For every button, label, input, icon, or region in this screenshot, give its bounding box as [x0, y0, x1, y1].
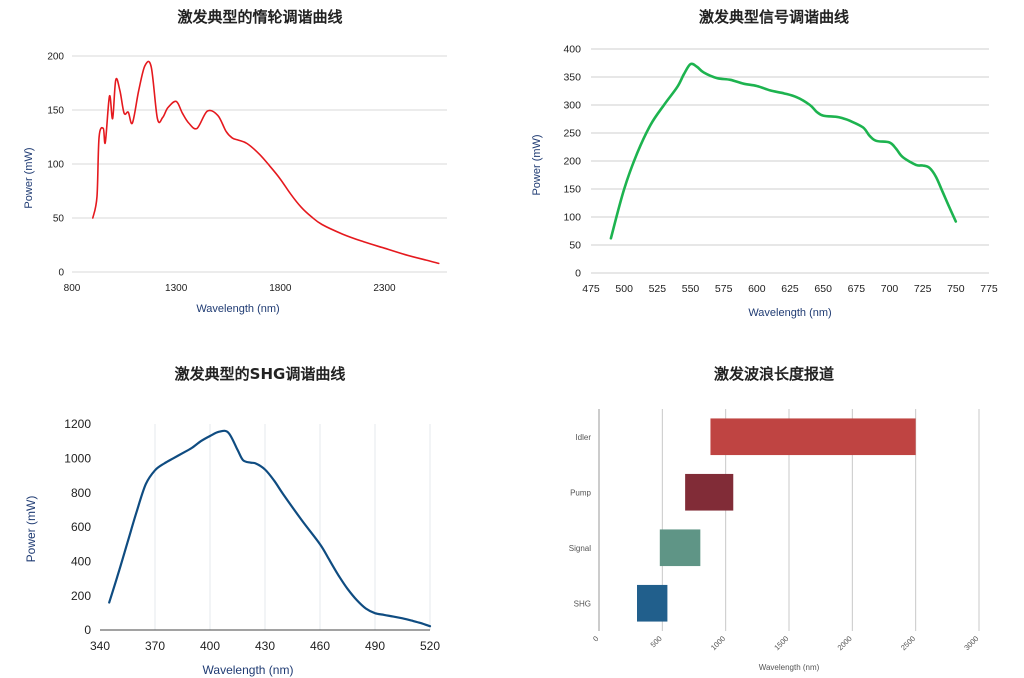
y-tick-label: 200 — [563, 156, 581, 168]
x-axis-label: Wavelength (nm) — [203, 663, 294, 677]
x-tick-label: 650 — [814, 283, 832, 295]
x-tick-label: 700 — [881, 283, 899, 295]
category-label: Idler — [575, 433, 591, 442]
x-axis-label: Wavelength (nm) — [196, 303, 279, 315]
x-tick-label: 475 — [582, 283, 600, 295]
x-tick-label: 1300 — [165, 283, 188, 294]
series-line — [108, 429, 432, 628]
category-label: SHG — [574, 599, 591, 608]
y-axis-label: Power (mW) — [531, 134, 543, 195]
signal-plot-area: 0 50 100 150 200 250 300 350 400 475 500 525 550 575 6… — [563, 44, 997, 295]
x-tick-label: 2300 — [373, 283, 396, 294]
y-tick-label: 50 — [53, 214, 65, 225]
x-tick-label: 675 — [848, 283, 866, 295]
x-tick-label: 800 — [64, 283, 81, 294]
x-tick-label: 430 — [255, 639, 275, 653]
idler-plot-area: 0 50 100 150 200 800 1300 1800 2300 — [47, 52, 447, 294]
y-tick-label: 1000 — [64, 452, 91, 466]
x-tick-label: 750 — [947, 283, 965, 295]
x-tick-label: 0 — [591, 634, 600, 643]
y-tick-label: 250 — [563, 128, 581, 140]
shg-chart-svg: 激发典型的SHG调谐曲线 0 200 400 600 800 1000 1200 340 370… — [24, 365, 440, 677]
y-tick-label: 200 — [47, 52, 64, 63]
y-tick-label: 200 — [71, 589, 91, 603]
x-tick-label: 340 — [90, 639, 110, 653]
y-tick-label: 150 — [47, 106, 64, 117]
x-tick-label: 1800 — [269, 283, 292, 294]
y-tick-label: 350 — [563, 72, 581, 84]
x-tick-label: 3000 — [962, 634, 980, 652]
y-tick-label: 300 — [563, 100, 581, 112]
y-tick-label: 1200 — [64, 417, 91, 431]
x-axis-label: Wavelength (nm) — [759, 663, 820, 672]
x-tick-label: 400 — [200, 639, 220, 653]
x-tick-label: 2500 — [899, 634, 917, 652]
idler-tuning-chart: 激发典型的惰轮调谐曲线 0 50 100 150 200 800 1300 1800 2300 … — [0, 0, 512, 339]
x-tick-label: 525 — [649, 283, 667, 295]
y-tick-label: 50 — [569, 240, 581, 252]
y-tick-label: 0 — [58, 268, 64, 279]
coverage-chart-svg: 激发波浪长度报道 0 500 1000 1500 2000 2500 3000 Idler Pu… — [569, 365, 981, 672]
x-tick-label: 490 — [365, 639, 385, 653]
y-tick-label: 400 — [563, 44, 581, 56]
series-line — [92, 60, 440, 265]
y-tick-label: 600 — [71, 520, 91, 534]
y-tick-label: 100 — [47, 160, 64, 171]
wavelength-coverage-chart: 激发波浪长度报道 0 500 1000 1500 2000 2500 3000 Idler Pu… — [512, 339, 1024, 678]
x-tick-label: 575 — [715, 283, 733, 295]
x-tick-label: 520 — [420, 639, 440, 653]
x-tick-label: 1000 — [709, 634, 727, 652]
y-tick-label: 800 — [71, 486, 91, 500]
signal-chart-svg: 激发典型信号调谐曲线 0 50 100 150 200 250 300 350 400 475 50… — [531, 8, 998, 319]
chart-title: 激发典型的惰轮调谐曲线 — [177, 8, 342, 26]
series-line — [609, 62, 958, 240]
y-axis-label: Power (mW) — [23, 147, 35, 208]
x-tick-label: 625 — [781, 283, 799, 295]
y-tick-label: 0 — [575, 268, 581, 280]
x-tick-label: 775 — [980, 283, 998, 295]
y-tick-label: 100 — [563, 212, 581, 224]
y-tick-label: 150 — [563, 184, 581, 196]
category-label: Pump — [570, 488, 591, 497]
range-bar-pump — [685, 473, 734, 511]
x-tick-label: 600 — [748, 283, 766, 295]
chart-title: 激发波浪长度报道 — [714, 365, 834, 383]
x-tick-label: 550 — [682, 283, 700, 295]
shg-tuning-chart: 激发典型的SHG调谐曲线 0 200 400 600 800 1000 1200 340 370… — [0, 339, 512, 678]
x-tick-label: 2000 — [836, 634, 854, 652]
x-tick-label: 725 — [914, 283, 932, 295]
x-tick-label: 500 — [615, 283, 633, 295]
range-bar-idler — [710, 418, 916, 456]
x-tick-label: 500 — [649, 634, 664, 649]
x-axis-label: Wavelength (nm) — [748, 307, 831, 319]
signal-tuning-chart: 激发典型信号调谐曲线 0 50 100 150 200 250 300 350 400 475 50… — [512, 0, 1024, 339]
y-tick-label: 400 — [71, 555, 91, 569]
y-tick-label: 0 — [84, 623, 91, 637]
coverage-plot-area: 0 500 1000 1500 2000 2500 3000 Idler Pump Signal S… — [569, 409, 980, 652]
y-axis-label: Power (mW) — [24, 496, 38, 563]
shg-plot-area: 0 200 400 600 800 1000 1200 340 370 400 430 460 490 5… — [64, 417, 440, 653]
chart-title: 激发典型信号调谐曲线 — [699, 8, 849, 26]
range-bar-signal — [659, 529, 701, 567]
x-tick-label: 1500 — [772, 634, 790, 652]
range-bar-shg — [637, 584, 668, 622]
x-tick-label: 460 — [310, 639, 330, 653]
x-tick-label: 370 — [145, 639, 165, 653]
category-label: Signal — [569, 544, 591, 553]
chart-title: 激发典型的SHG调谐曲线 — [175, 365, 346, 383]
